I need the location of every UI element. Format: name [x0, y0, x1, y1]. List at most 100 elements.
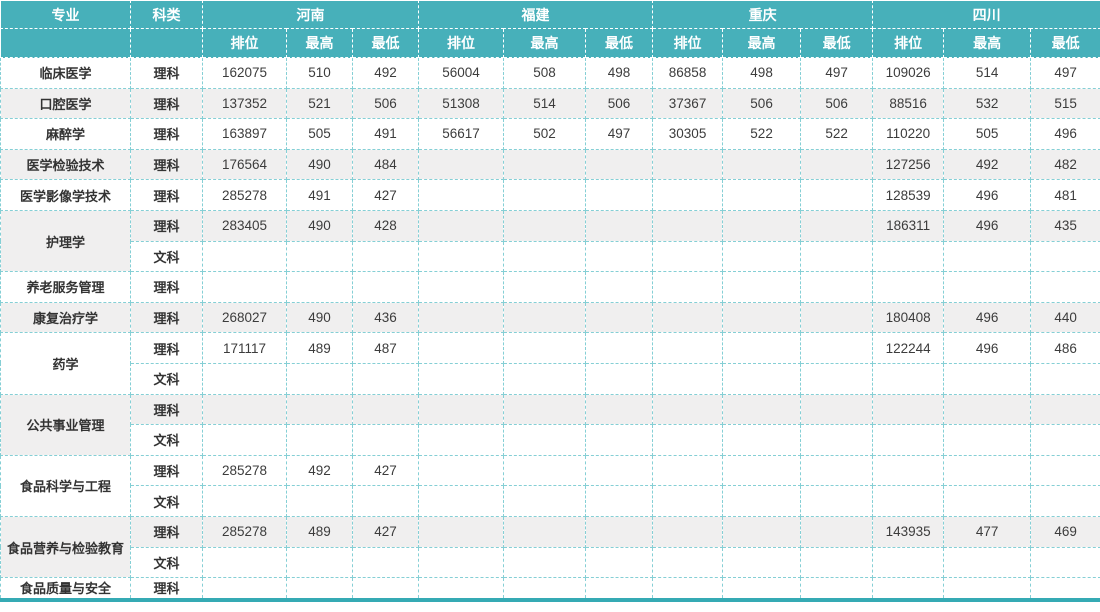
value-cell: 491 — [351, 118, 420, 150]
category-cell: 理科 — [130, 118, 203, 150]
value-cell: 109026 — [872, 57, 945, 89]
value-cell — [418, 546, 505, 579]
value-cell: 163897 — [202, 118, 287, 150]
table-row: 文科 — [1, 546, 1100, 579]
value-cell — [351, 362, 420, 395]
value-cell: 486 — [1030, 332, 1100, 364]
value-cell — [202, 424, 287, 456]
value-cell — [872, 240, 945, 273]
value-cell — [1030, 454, 1100, 487]
value-cell: 427 — [351, 515, 420, 548]
category-cell: 理科 — [130, 515, 203, 548]
value-cell — [943, 393, 1032, 426]
category-cell: 理科 — [130, 332, 203, 364]
value-cell: 56004 — [418, 57, 505, 89]
value-cell — [585, 424, 654, 456]
value-cell: 490 — [286, 209, 353, 242]
table-row: 口腔医学 理科 137352 521 506 51308 514 506 37367 506 506… — [0, 87, 1100, 120]
table-row: 康复治疗学 理科 268027 490 436 180408 496 440 — [0, 301, 1100, 334]
category-cell: 文科 — [130, 546, 203, 579]
value-cell: 496 — [1030, 118, 1100, 150]
major-cell: 食品科学与工程 — [0, 454, 131, 517]
subcol-header-rank: 排位 — [418, 28, 505, 58]
value-cell — [943, 240, 1032, 273]
table-row: 麻醉学 理科 163897 505 491 56617 502 497 30305 522 522 1… — [0, 118, 1100, 150]
value-cell — [1030, 424, 1100, 456]
value-cell: 522 — [800, 118, 874, 150]
value-cell — [418, 393, 505, 426]
value-cell — [800, 179, 874, 211]
value-cell: 88516 — [872, 87, 945, 120]
major-cell: 口腔医学 — [0, 87, 131, 120]
value-cell — [1030, 485, 1100, 517]
value-cell — [722, 240, 802, 273]
value-cell — [943, 271, 1032, 303]
value-cell — [652, 485, 724, 517]
value-cell — [652, 271, 724, 303]
value-cell — [286, 577, 353, 601]
table-header: 专业 科类 河南 福建 重庆 四川 排位 最高 最低 排位 最高 最低 排位 最… — [0, 0, 1100, 58]
header-row-subcols: 排位 最高 最低 排位 最高 最低 排位 最高 最低 排位 最高 最低 — [0, 28, 1100, 58]
subcol-header-max: 最高 — [943, 28, 1032, 58]
major-cell: 临床医学 — [0, 57, 131, 89]
value-cell — [800, 454, 874, 487]
value-cell: 497 — [585, 118, 654, 150]
value-cell — [585, 577, 654, 601]
table-row: 公共事业管理 理科 — [0, 393, 1100, 456]
table-row: 药学 理科 171117 489 487 122244 496 486 — [0, 332, 1100, 395]
value-cell — [418, 240, 505, 273]
major-cell: 康复治疗学 — [0, 301, 131, 334]
value-cell — [503, 485, 587, 517]
value-cell — [202, 271, 287, 303]
value-cell: 496 — [943, 301, 1032, 334]
value-cell — [722, 424, 802, 456]
value-cell: 492 — [286, 454, 353, 487]
major-cell: 药学 — [0, 332, 131, 395]
value-cell — [418, 515, 505, 548]
value-cell: 86858 — [652, 57, 724, 89]
province-header-henan: 河南 — [201, 0, 420, 29]
province-header-sichuan: 四川 — [872, 0, 1100, 29]
value-cell — [351, 485, 420, 517]
value-cell — [202, 485, 287, 517]
value-cell — [585, 332, 654, 364]
value-cell — [503, 209, 587, 242]
value-cell — [418, 148, 505, 181]
subcol-header-rank: 排位 — [202, 28, 287, 58]
value-cell — [585, 240, 654, 273]
category-cell: 理科 — [130, 209, 203, 242]
value-cell: 283405 — [202, 209, 287, 242]
value-cell — [800, 148, 874, 181]
value-cell: 481 — [1030, 179, 1100, 211]
value-cell: 506 — [722, 87, 802, 120]
value-cell — [1030, 271, 1100, 303]
value-cell — [872, 485, 945, 517]
value-cell: 440 — [1030, 301, 1100, 334]
value-cell — [202, 577, 287, 601]
value-cell: 285278 — [202, 179, 287, 211]
value-cell: 498 — [585, 57, 654, 89]
value-cell — [351, 271, 420, 303]
value-cell — [652, 148, 724, 181]
value-cell — [652, 240, 724, 273]
value-cell — [943, 485, 1032, 517]
value-cell — [503, 515, 587, 548]
value-cell: 137352 — [202, 87, 287, 120]
value-cell — [351, 393, 420, 426]
value-cell — [722, 454, 802, 487]
value-cell — [722, 577, 802, 601]
subcol-header-rank: 排位 — [652, 28, 724, 58]
major-cell: 医学影像学技术 — [0, 179, 131, 211]
value-cell — [286, 485, 353, 517]
value-cell: 128539 — [872, 179, 945, 211]
value-cell — [872, 271, 945, 303]
value-cell — [503, 148, 587, 181]
value-cell: 532 — [943, 87, 1032, 120]
value-cell — [722, 546, 802, 579]
value-cell — [722, 485, 802, 517]
value-cell — [351, 546, 420, 579]
value-cell: 122244 — [872, 332, 945, 364]
value-cell — [722, 515, 802, 548]
value-cell: 436 — [351, 301, 420, 334]
value-cell: 56617 — [418, 118, 505, 150]
